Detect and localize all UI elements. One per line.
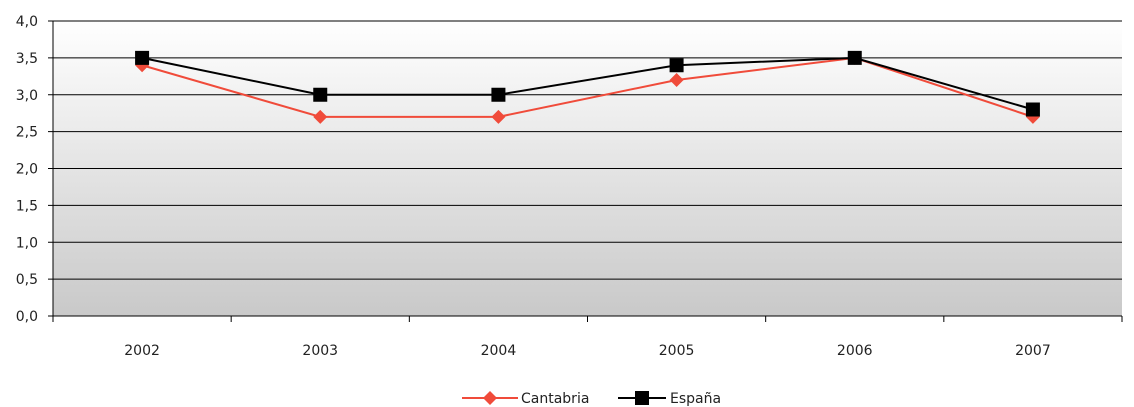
x-tick-label: 2004: [481, 343, 517, 359]
x-tick-label: 2006: [837, 343, 873, 359]
legend-marker: [635, 391, 649, 405]
x-tick-label: 2007: [1015, 343, 1051, 359]
series-espana: [135, 50, 1040, 117]
gridlines: [53, 20, 1122, 280]
y-tick-label: 4,0: [16, 14, 38, 30]
data-point: [491, 87, 506, 102]
y-tick-label: 0,5: [16, 272, 38, 288]
data-point: [1025, 102, 1040, 117]
y-tick-label: 2,5: [16, 125, 38, 141]
series-lines: [135, 50, 1040, 124]
legend-marker: [483, 391, 497, 405]
x-axis-tick-labels: 2002 2003 2004 2005 2006 2007: [124, 343, 1050, 359]
y-axis-tick-labels: 0,0 0,5 1,0 1,5 2,0 2,5 3,0 3,5 4,0: [16, 14, 38, 325]
data-point: [491, 109, 506, 124]
y-tick-label: 3,5: [16, 51, 38, 67]
x-tick-label: 2002: [124, 343, 160, 359]
x-tick-label: 2003: [302, 343, 338, 359]
data-point: [313, 109, 328, 124]
y-tick-label: 1,5: [16, 198, 38, 214]
x-tick-label: 2005: [659, 343, 695, 359]
y-tick-label: 3,0: [16, 88, 38, 104]
series-line: [141, 56, 1034, 118]
legend-label: España: [670, 391, 721, 407]
data-point: [313, 87, 328, 102]
y-tick-label: 2,0: [16, 162, 38, 178]
series-line: [141, 56, 1034, 111]
data-point: [847, 50, 862, 65]
data-point: [669, 58, 684, 73]
legend-label: Cantabria: [521, 391, 589, 407]
legend: Cantabria España: [462, 391, 721, 407]
y-tick-label: 1,0: [16, 235, 38, 251]
data-point: [669, 73, 684, 87]
data-point: [135, 50, 150, 65]
legend-item: Cantabria: [462, 391, 589, 407]
axes: [48, 20, 1123, 322]
legend-item: España: [618, 391, 721, 407]
y-tick-label: 0,0: [16, 309, 38, 325]
